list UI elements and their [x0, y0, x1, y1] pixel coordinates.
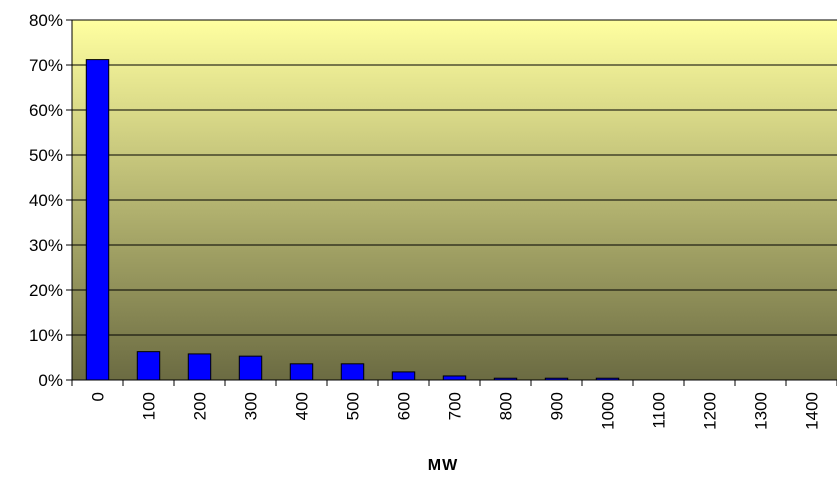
bar-500 — [340, 363, 365, 381]
bar-200 — [187, 353, 212, 381]
bar-600 — [391, 371, 416, 381]
gridlines — [72, 19, 837, 336]
y-tick-label: 10% — [29, 326, 63, 345]
y-tick-label: 50% — [29, 146, 63, 165]
x-tick-label: 600 — [395, 392, 414, 420]
x-tick-label: 200 — [191, 392, 210, 420]
bar-400 — [289, 363, 314, 381]
bar-300 — [238, 355, 263, 381]
y-tick-label: 80% — [29, 11, 63, 30]
x-tick-label: 1100 — [650, 392, 669, 429]
x-tick-label: 900 — [548, 392, 567, 420]
bar-100 — [136, 351, 161, 381]
x-tick-label: 1000 — [599, 392, 618, 430]
x-tick-label: 100 — [140, 392, 159, 420]
x-tick-label: 300 — [242, 392, 261, 420]
x-tick-label: 800 — [497, 392, 516, 420]
y-tick-label: 0% — [38, 371, 63, 390]
x-tick-labels: 0 100 200 300 400 500 600 700 800 900 1000 1100 1200… — [89, 392, 822, 430]
x-axis-title: MW — [428, 457, 458, 474]
x-tick-label: 0 — [89, 392, 108, 401]
x-tick-label: 500 — [344, 392, 363, 420]
x-tick-label: 400 — [293, 392, 312, 420]
y-tick-label: 20% — [29, 281, 63, 300]
x-tick-label: 700 — [446, 392, 465, 420]
x-tick-label: 1200 — [701, 392, 720, 430]
y-tick-label: 30% — [29, 236, 63, 255]
x-tick-label: 1400 — [803, 392, 822, 430]
y-tick-label: 70% — [29, 56, 63, 75]
bar-0 — [85, 59, 110, 381]
axes — [66, 19, 837, 386]
y-tick-label: 40% — [29, 191, 63, 210]
bar-700 — [442, 375, 467, 381]
x-tick-label: 1300 — [752, 392, 771, 430]
y-tick-labels: 0% 10% 20% 30% 40% 50% 60% 70% 80% — [29, 11, 63, 390]
y-tick-label: 60% — [29, 101, 63, 120]
